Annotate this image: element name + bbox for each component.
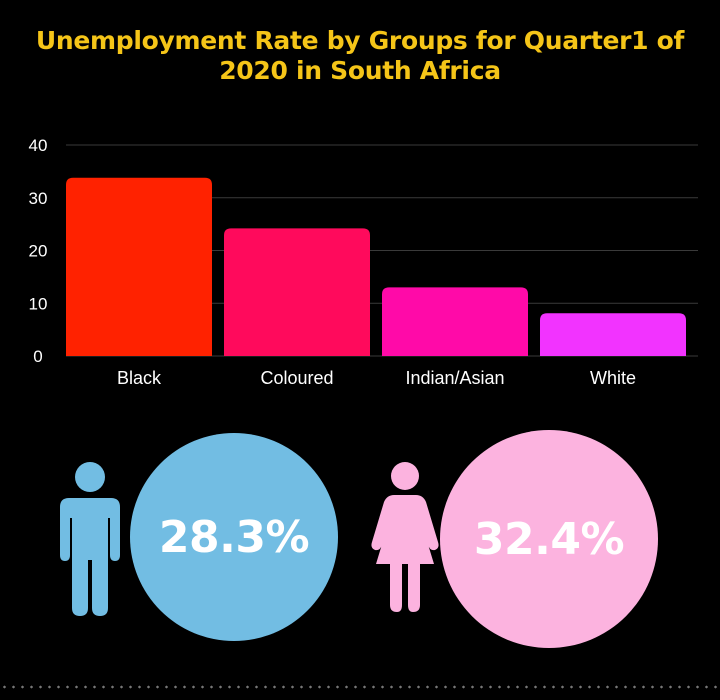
- female-rate-value: 32.4%: [473, 513, 625, 565]
- male-rate-value: 28.3%: [158, 511, 310, 563]
- bar-black: [66, 177, 212, 356]
- bar-white: [540, 313, 686, 356]
- x-axis-labels: Black Coloured Indian/Asian White: [117, 368, 636, 388]
- bar-indian-asian: [382, 287, 528, 356]
- x-category-label: White: [590, 368, 636, 388]
- y-tick-label: 0: [33, 347, 42, 366]
- x-category-label: Coloured: [260, 368, 333, 388]
- bar-chart: 0 10 20 30 40 Black Coloured Indian/Asian White: [29, 136, 698, 388]
- bar-coloured: [224, 228, 370, 356]
- male-rate-circle: 28.3%: [130, 433, 338, 641]
- chart-title: Unemployment Rate by Groups for Quarter1…: [35, 26, 685, 85]
- y-tick-label: 10: [29, 294, 48, 313]
- x-category-label: Indian/Asian: [405, 368, 504, 388]
- female-rate-circle: 32.4%: [440, 430, 658, 648]
- y-tick-label: 20: [29, 242, 48, 261]
- x-category-label: Black: [117, 368, 162, 388]
- y-axis-ticks: 0 10 20 30 40: [29, 136, 48, 366]
- y-tick-label: 40: [29, 136, 48, 155]
- dotted-divider: [0, 685, 720, 689]
- female-person-icon: [371, 462, 439, 612]
- y-tick-label: 30: [29, 189, 48, 208]
- bars: [66, 177, 686, 356]
- male-person-icon: [60, 462, 120, 616]
